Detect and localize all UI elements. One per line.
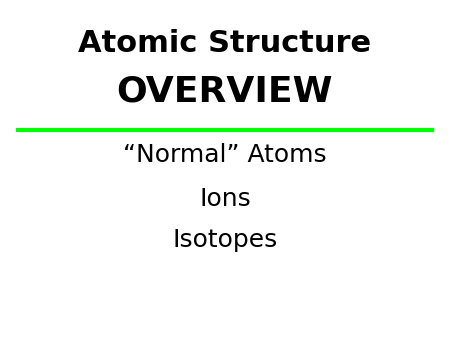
Text: OVERVIEW: OVERVIEW <box>117 74 333 108</box>
Text: Ions: Ions <box>199 187 251 212</box>
Text: Isotopes: Isotopes <box>172 228 278 252</box>
Text: Atomic Structure: Atomic Structure <box>78 29 372 58</box>
Text: “Normal” Atoms: “Normal” Atoms <box>123 143 327 168</box>
